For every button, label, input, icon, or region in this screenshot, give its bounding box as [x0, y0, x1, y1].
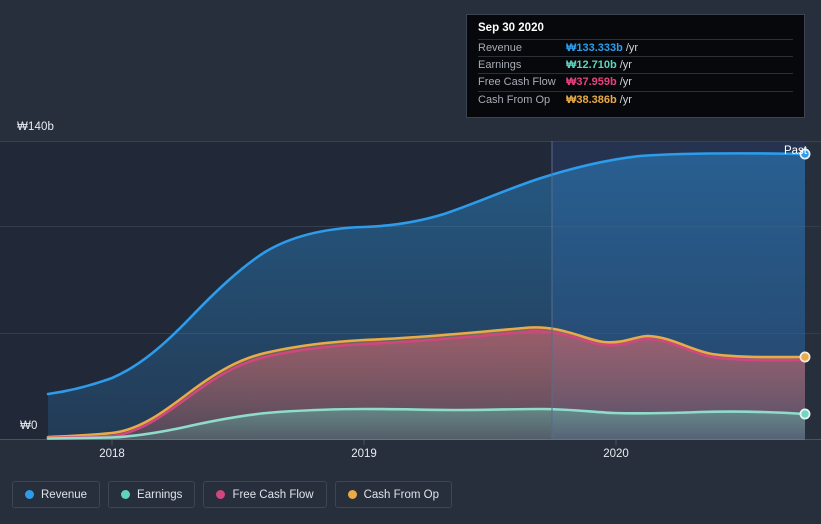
tooltip-label-cash-from-op: Cash From Op [478, 93, 551, 106]
tooltip-label-revenue: Revenue [478, 42, 523, 55]
tooltip-date-heading: Sep 30 2020 [478, 22, 544, 34]
legend-label-free-cash-flow: Free Cash Flow [232, 488, 314, 501]
tooltip-row-cash-from-op: Cash From Op ₩38.386b /yr [478, 90, 793, 108]
legend-label-cash-from-op: Cash From Op [363, 488, 440, 501]
legend-item-revenue[interactable]: Revenue [12, 481, 101, 508]
tooltip-label-free-cash-flow: Free Cash Flow [478, 76, 556, 89]
tooltip-unit-free-cash-flow: /yr [619, 76, 632, 89]
tooltip-unit-revenue: /yr [625, 42, 639, 55]
x-tick-marks [111, 440, 617, 445]
y-axis-label-top: ₩140b [17, 121, 54, 133]
tooltip-value-free-cash-flow: ₩37.959b [566, 76, 617, 89]
tooltip-row-free-cash-flow: Free Cash Flow ₩37.959b /yr [478, 73, 793, 90]
tooltip-row-earnings: Earnings ₩12.710b /yr [478, 56, 793, 73]
revenue-line [46, 152, 807, 396]
x-axis-label-2018: 2018 [99, 448, 125, 460]
chart-plot-area: ₩140b ₩0 2018 2019 2020 Past [0, 121, 821, 460]
tooltip-value-earnings: ₩12.710b [566, 59, 617, 72]
earnings-area [48, 409, 805, 440]
legend-item-cash-from-op[interactable]: Cash From Op [334, 481, 453, 508]
legend-label-earnings: Earnings [137, 488, 183, 501]
chart-svg [0, 141, 821, 445]
tooltip-label-earnings: Earnings [478, 59, 522, 72]
legend-label-revenue: Revenue [41, 488, 88, 501]
cash-from-op-endpoint-marker [799, 351, 811, 363]
earnings-line [46, 407, 807, 440]
revenue-endpoint-marker [799, 148, 811, 160]
series-endpoint-markers [799, 148, 811, 420]
earnings-endpoint-marker [799, 408, 811, 420]
tooltip-value-cash-from-op: ₩38.386b [566, 93, 617, 106]
legend-dot-free-cash-flow [216, 490, 226, 499]
x-axis-label-2019: 2019 [351, 448, 377, 460]
data-tooltip: Sep 30 2020 Revenue ₩133.333b /yr Earnin… [466, 14, 805, 118]
legend-item-free-cash-flow[interactable]: Free Cash Flow [203, 481, 327, 508]
x-axis-label-2020: 2020 [603, 448, 629, 460]
legend-dot-revenue [25, 490, 34, 499]
tooltip-value-revenue: ₩133.333b [566, 42, 623, 55]
tooltip-unit-earnings: /yr [619, 59, 632, 72]
tooltip-row-revenue: Revenue ₩133.333b /yr [478, 39, 793, 56]
legend-item-earnings[interactable]: Earnings [108, 481, 196, 508]
cash-from-op-line [46, 326, 807, 439]
legend-dot-cash-from-op [347, 490, 357, 499]
y-axis-label-bottom: ₩0 [20, 420, 38, 432]
legend-dot-earnings [121, 490, 131, 499]
chart-legend: Revenue Earnings Free Cash Flow Cash Fro… [12, 481, 453, 508]
tooltip-unit-cash-from-op: /yr [619, 93, 632, 106]
past-region-label: Past [783, 145, 807, 157]
free-cash-flow-line [46, 330, 807, 440]
